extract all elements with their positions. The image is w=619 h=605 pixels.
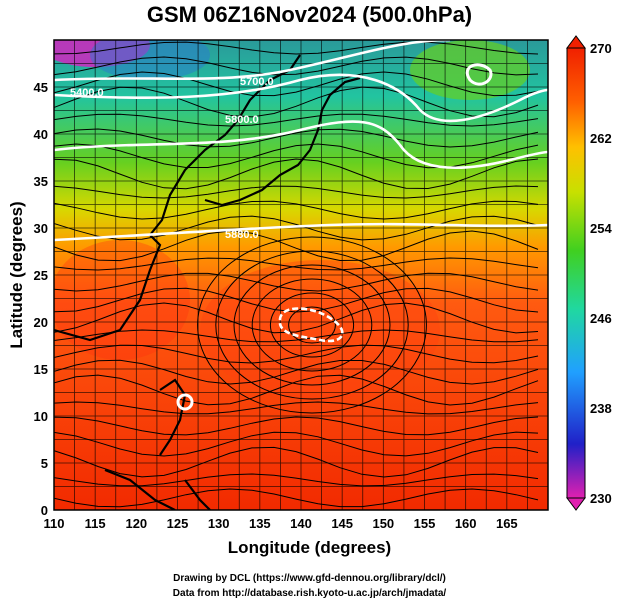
colorbar: 270 262 254 246 238 230 <box>566 35 612 511</box>
x-tick-label: 150 <box>372 516 394 531</box>
colorbar-tick-label: 230 <box>590 491 612 506</box>
contour-label-5800: 5800.0 <box>225 114 259 126</box>
y-tick-label: 15 <box>34 362 48 377</box>
streamline <box>54 86 539 118</box>
y-tick-labels: 0 5 10 15 20 25 30 35 40 45 <box>34 80 48 518</box>
colorbar-tick-label: 270 <box>590 41 612 56</box>
y-tick-label: 40 <box>34 127 48 142</box>
contour-labels: 5400.0 5700.0 5800.0 5880.0 <box>70 76 274 241</box>
streamline <box>54 257 539 271</box>
y-tick-label: 45 <box>34 80 48 95</box>
x-tick-label: 140 <box>290 516 312 531</box>
streamline <box>54 41 539 55</box>
y-tick-label: 0 <box>41 503 48 518</box>
streamline <box>54 431 539 457</box>
streamline <box>54 416 539 436</box>
streamline <box>251 278 373 372</box>
colorbar-tick-label: 246 <box>590 311 612 326</box>
streamline <box>54 359 539 385</box>
contour-label-5400: 5400.0 <box>70 87 104 99</box>
streamline <box>54 446 539 478</box>
x-tick-label: 120 <box>125 516 147 531</box>
streamline <box>54 401 539 415</box>
y-axis-label: Latitude (degrees) <box>7 201 26 348</box>
y-tick-label: 20 <box>34 315 48 330</box>
x-tick-label: 145 <box>331 516 353 531</box>
x-tick-label: 135 <box>249 516 271 531</box>
streamline <box>54 71 539 97</box>
y-tick-label: 35 <box>34 174 48 189</box>
streamline <box>197 236 427 414</box>
streamline <box>288 306 336 344</box>
x-axis-label: Longitude (degrees) <box>227 538 392 557</box>
streamline <box>54 215 539 241</box>
contour-label-5880: 5880.0 <box>225 229 259 241</box>
plot-frame <box>53 39 549 511</box>
contour-label-5700: 5700.0 <box>240 76 274 88</box>
x-tick-label: 165 <box>496 516 518 531</box>
lat-lon-grid <box>54 40 548 510</box>
streamline <box>54 473 539 487</box>
streamline <box>54 488 539 508</box>
streamline <box>54 200 539 220</box>
y-tick-label: 5 <box>41 456 48 471</box>
streamline <box>233 264 391 386</box>
colorbar-bottom-arrow <box>566 497 586 511</box>
y-tick-label: 10 <box>34 409 48 424</box>
streamline <box>54 113 539 127</box>
x-tick-label: 155 <box>414 516 436 531</box>
streamline <box>54 374 539 406</box>
colorbar-scale <box>566 47 586 499</box>
colorbar-tick-label: 238 <box>590 401 612 416</box>
colorbar-tick-label: 262 <box>590 131 612 146</box>
x-tick-label: 130 <box>208 516 230 531</box>
streamline <box>54 230 539 262</box>
streamline <box>54 56 539 76</box>
streamline <box>54 185 539 199</box>
y-axis-label-box: Latitude (degrees) <box>7 201 26 348</box>
streamline <box>54 158 539 190</box>
colorbar-tick-label: 254 <box>590 221 612 236</box>
streamline <box>215 250 409 400</box>
colorbar-tick-labels: 270 262 254 246 238 230 <box>590 41 612 506</box>
x-tick-label: 160 <box>455 516 477 531</box>
y-tick-label: 30 <box>34 221 48 236</box>
credit-drawing: Drawing by DCL (https://www.gfd-dennou.o… <box>173 573 446 584</box>
streamline <box>54 143 539 169</box>
streamline <box>54 344 539 364</box>
y-tick-label: 25 <box>34 268 48 283</box>
chart-title: GSM 06Z16Nov2024 (500.0hPa) <box>146 2 473 27</box>
x-tick-label: 115 <box>85 516 106 531</box>
streamline <box>54 128 539 148</box>
colorbar-top-arrow <box>566 35 586 49</box>
streamline <box>54 272 539 292</box>
credit-data: Data from http://database.rish.kyoto-u.a… <box>172 588 447 599</box>
streamline <box>269 292 355 358</box>
x-tick-labels: 110 115 120 125 130 135 140 145 150 155 160 165 <box>44 516 518 531</box>
x-tick-label: 110 <box>44 516 65 531</box>
height-contours <box>54 40 548 411</box>
x-tick-label: 125 <box>167 516 189 531</box>
